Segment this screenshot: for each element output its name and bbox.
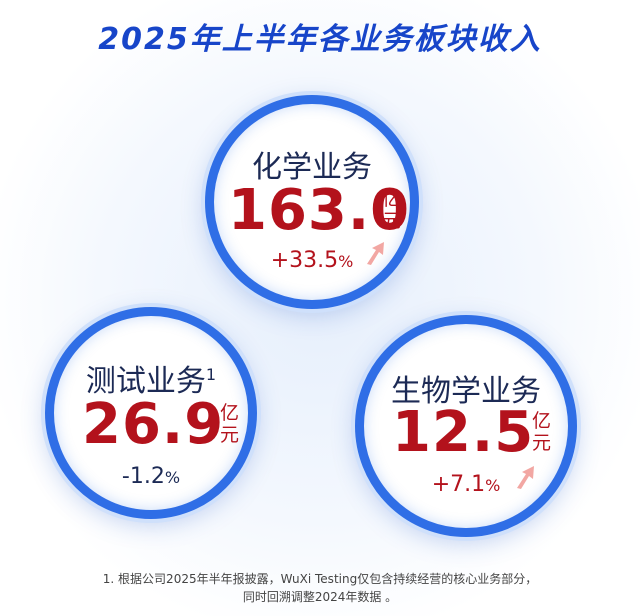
segment-name: 化学业务 bbox=[252, 150, 372, 185]
unit: 亿 bbox=[382, 188, 402, 210]
growth-value: +33.5 bbox=[270, 248, 339, 273]
footnote-mark: 1 bbox=[205, 365, 217, 384]
unit: 元 bbox=[382, 210, 402, 232]
growth-rate: -1.2% bbox=[54, 464, 248, 489]
segment-name: 测试业务1 bbox=[54, 356, 248, 400]
revenue-value: 12.5 bbox=[392, 400, 535, 465]
segment-card: 测试业务1 26.9 亿 元 -1.2% bbox=[45, 307, 257, 519]
segment-card: 生物学业务 12.5 亿 元 +7.1% bbox=[355, 315, 577, 537]
growth-rate: +7.1% bbox=[364, 472, 568, 497]
footnote: 1. 根据公司2025年半年报披露，WuXi Testing仅包含持续经营的核心… bbox=[102, 572, 538, 586]
segment-name-text: 测试业务 bbox=[85, 364, 206, 399]
growth-value: +7.1 bbox=[431, 472, 486, 497]
footnote: 同时回溯调整2024年数据 。 bbox=[242, 590, 398, 604]
growth-unit: % bbox=[485, 476, 501, 495]
unit: 亿 bbox=[220, 402, 240, 424]
title: 2025年上半年各业务板块收入 bbox=[98, 22, 542, 57]
growth-unit: % bbox=[164, 468, 181, 487]
up-arrow bbox=[517, 466, 534, 489]
segment-name: 生物学业务 bbox=[391, 374, 541, 409]
growth-value: -1.2 bbox=[121, 464, 165, 489]
unit: 元 bbox=[220, 424, 240, 446]
unit: 元 bbox=[532, 432, 552, 454]
revenue-value: 26.9 bbox=[82, 392, 225, 457]
segment-card: 化学业务 163.0 亿 元 +33.5% bbox=[205, 95, 419, 309]
up-arrow bbox=[367, 242, 384, 265]
revenue-value: 163.0 bbox=[228, 178, 411, 243]
growth-rate: +33.5% bbox=[214, 248, 410, 273]
growth-unit: % bbox=[338, 252, 354, 271]
unit: 亿 bbox=[532, 410, 552, 432]
